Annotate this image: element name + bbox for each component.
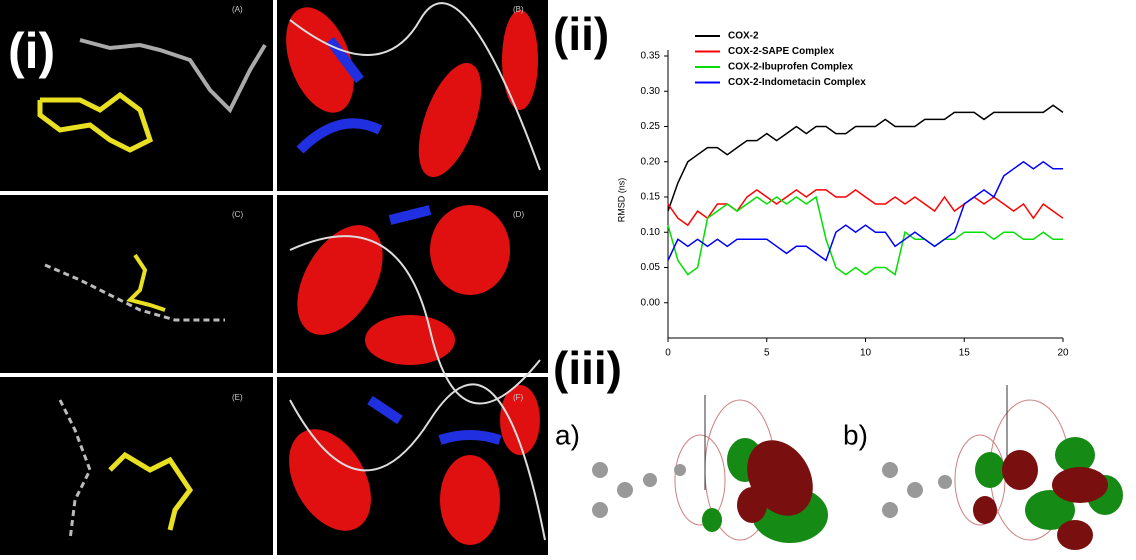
legend-label: COX-2-SAPE Complex [728,46,835,57]
orbital-images: a) b) [555,385,1123,550]
subpanel-label: (F) [513,393,524,402]
structure-panels: (i) (A) (B) (C) (D) (E) (F) [0,0,548,555]
panel-label: (i) [8,23,55,79]
legend-label: COX-2-Indometacin Complex [728,77,866,88]
x-tick-label: 20 [1057,348,1069,359]
subpanel-label: (D) [513,210,524,219]
panel [0,195,273,373]
y-tick-label: 0.10 [641,227,661,238]
y-tick-label: 0.20 [641,156,661,167]
y-tick-label: 0.15 [641,192,661,203]
series-line [668,197,1063,275]
y-axis-label: RMSD (ns) [616,178,626,223]
subpanel-label: (B) [513,5,524,14]
panel-label: (ii) [553,8,609,60]
x-tick-label: 0 [665,348,671,359]
orbital-label: b) [843,419,868,450]
panel [0,377,273,555]
series-line [668,190,1063,225]
legend-label: COX-2 [728,31,759,42]
series-line [668,105,1063,211]
y-tick-label: 0.30 [641,86,661,97]
x-tick-label: 10 [860,348,872,359]
y-tick-label: 0.00 [641,297,661,308]
x-tick-label: 15 [959,348,971,359]
figure: (i) (A) (B) (C) (D) (E) (F) (ii) (iii) a… [0,0,1136,555]
y-tick-label: 0.05 [641,262,661,273]
y-tick-label: 0.35 [641,51,661,62]
subpanel-label: (E) [232,393,243,402]
subpanel-label: (A) [232,5,243,14]
legend-label: COX-2-Ibuprofen Complex [728,62,853,73]
y-tick-label: 0.25 [641,121,661,132]
x-tick-label: 5 [764,348,770,359]
orbital-label: a) [555,419,580,450]
series-line [668,162,1063,261]
panel-label: (iii) [553,342,622,394]
subpanel-label: (C) [232,210,243,219]
